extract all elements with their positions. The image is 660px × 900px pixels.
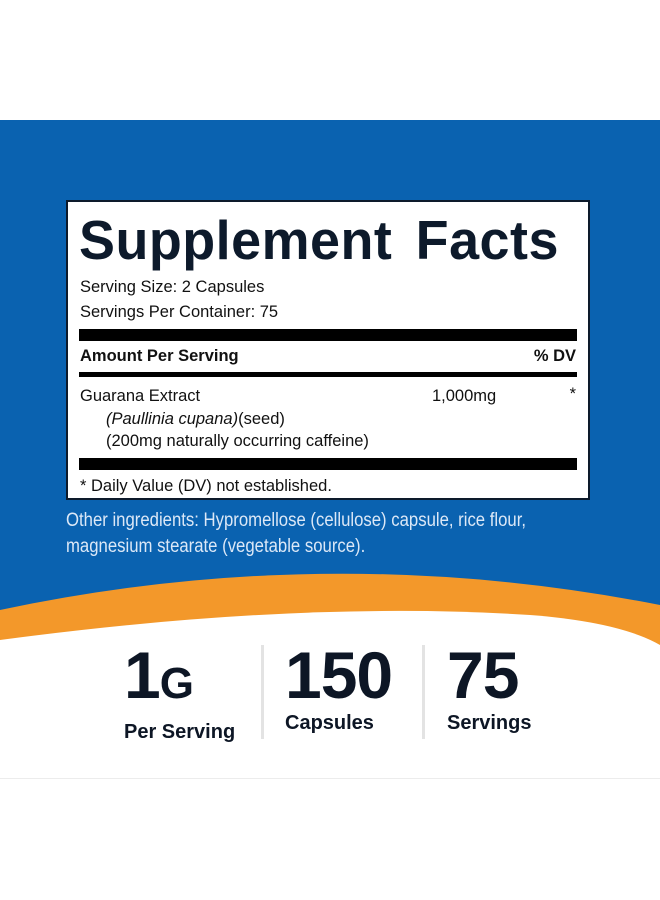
thick-divider (79, 329, 577, 341)
serving-size: Serving Size: 2 Capsules (80, 278, 265, 296)
stat-label: Servings (447, 712, 532, 734)
stat-unit: G (159, 659, 194, 708)
stat-servings: 75 Servings (447, 640, 531, 735)
ingredient-amount: 1,000mg (432, 387, 497, 405)
footer-divider (0, 778, 660, 779)
stat-capsules: 150 Capsules (285, 638, 393, 735)
thin-divider (79, 372, 577, 377)
amount-per-serving-header: Amount Per Serving (80, 347, 239, 365)
stat-value: 150 (285, 638, 393, 712)
supplement-facts-label: Supplement Facts Serving Size: 2 Capsule… (66, 200, 590, 500)
stat-label: Capsules (285, 712, 374, 734)
footnote: * Daily Value (DV) not established. (80, 477, 332, 495)
plant-part: (seed) (238, 410, 285, 428)
stat-label: Per Serving (124, 721, 236, 743)
dv-header: % DV (533, 347, 576, 365)
stat-value: 75 (447, 638, 519, 712)
stat-divider (422, 645, 425, 739)
caffeine-note: (200mg naturally occurring caffeine) (106, 432, 369, 450)
ingredient-name: Guarana Extract (80, 387, 201, 405)
stat-per-serving: 1G Per Serving (124, 640, 235, 744)
ingredient-source: (Paullinia cupana)(seed) (106, 410, 285, 429)
latin-name: (Paullinia cupana) (106, 410, 239, 428)
stat-divider (261, 645, 264, 739)
white-panel (0, 610, 660, 900)
servings-per-container: Servings Per Container: 75 (80, 303, 279, 321)
label-title: Supplement Facts (79, 209, 559, 271)
other-ingredients: Other ingredients: Hypromellose (cellulo… (66, 510, 527, 557)
stat-value: 1 (124, 638, 161, 712)
thick-divider (79, 458, 577, 470)
ingredient-dv: * (569, 385, 576, 403)
